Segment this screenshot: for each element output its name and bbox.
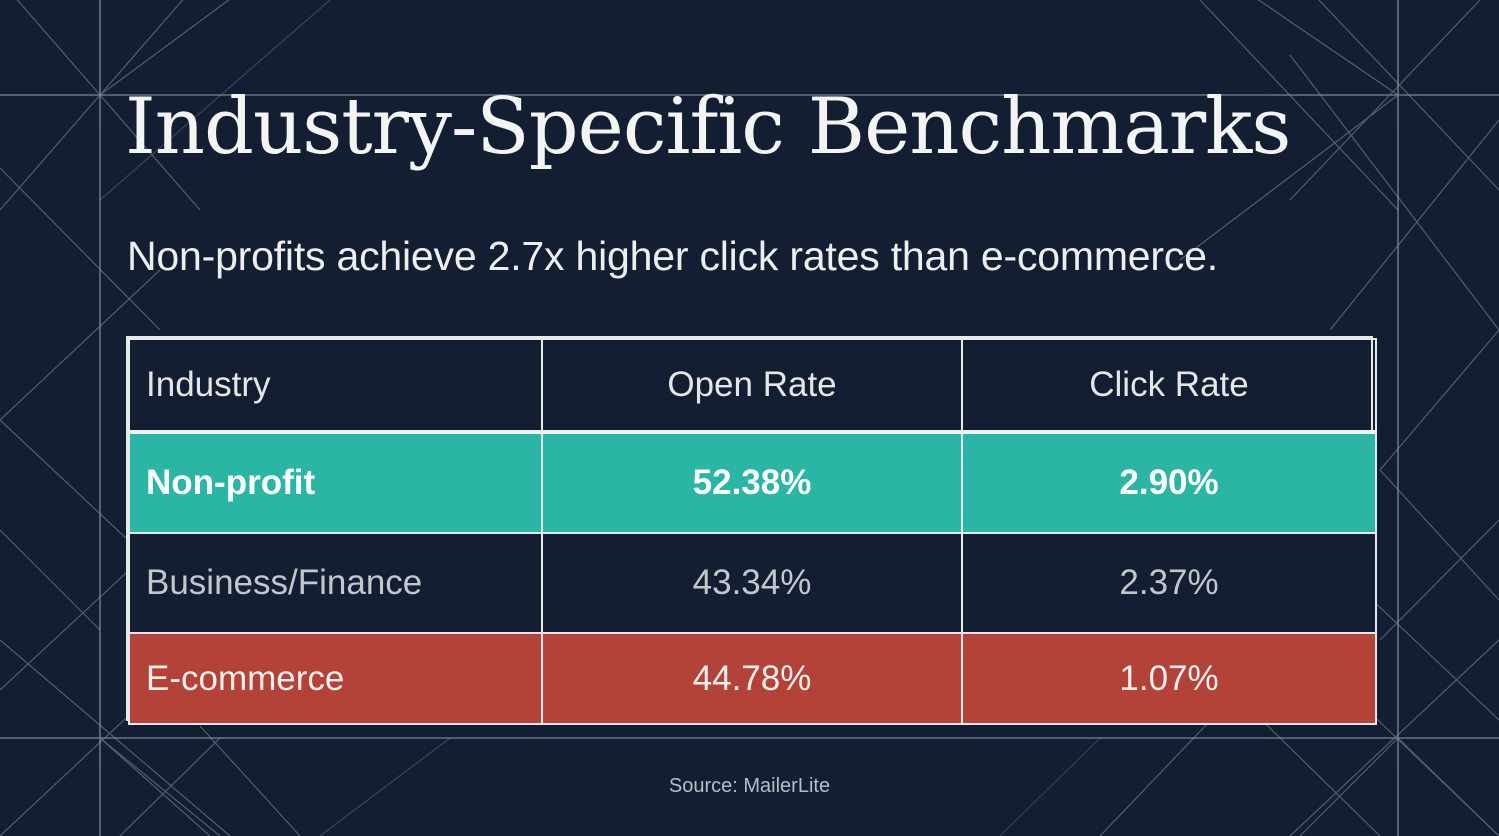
cell-industry: Non-profit bbox=[128, 431, 543, 534]
cell-industry: Business/Finance bbox=[128, 532, 543, 634]
cell-industry: E-commerce bbox=[128, 632, 543, 725]
header-open-rate: Open Rate bbox=[541, 338, 963, 434]
benchmarks-table: Industry Open Rate Click Rate Non-profit… bbox=[126, 336, 1377, 725]
table-header-row: Industry Open Rate Click Rate bbox=[128, 338, 1377, 434]
cell-open-rate: 43.34% bbox=[541, 532, 963, 634]
cell-click-rate: 2.37% bbox=[961, 532, 1377, 634]
header-industry: Industry bbox=[128, 338, 543, 434]
cell-open-rate: 52.38% bbox=[541, 431, 963, 534]
table-row-e-commerce: E-commerce 44.78% 1.07% bbox=[128, 632, 1377, 725]
cell-open-rate: 44.78% bbox=[541, 632, 963, 725]
table-row-non-profit: Non-profit 52.38% 2.90% bbox=[128, 431, 1377, 534]
slide-subtitle: Non-profits achieve 2.7x higher click ra… bbox=[127, 233, 1218, 279]
source-note: Source: MailerLite bbox=[668, 775, 831, 797]
cell-click-rate: 1.07% bbox=[961, 632, 1377, 725]
header-click-rate: Click Rate bbox=[961, 338, 1377, 434]
table-row-business-finance: Business/Finance 43.34% 2.37% bbox=[128, 532, 1377, 634]
cell-click-rate: 2.90% bbox=[961, 431, 1377, 534]
slide-title: Industry-Specific Benchmarks bbox=[125, 82, 1291, 172]
